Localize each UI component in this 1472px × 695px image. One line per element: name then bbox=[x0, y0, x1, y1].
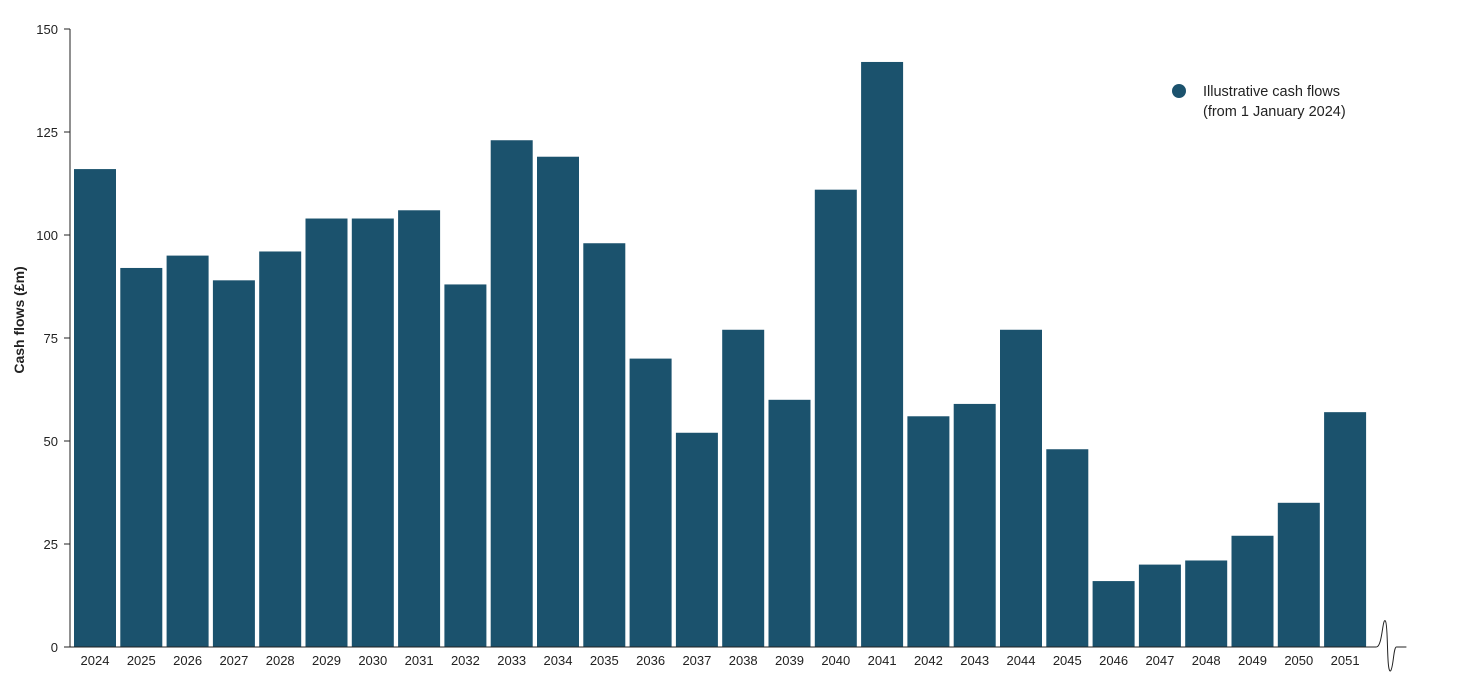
bar-2042 bbox=[907, 416, 950, 647]
x-tick-label-2039: 2039 bbox=[775, 653, 804, 668]
bar-2029 bbox=[305, 218, 348, 647]
x-tick-label-2037: 2037 bbox=[682, 653, 711, 668]
x-tick-label-2028: 2028 bbox=[266, 653, 295, 668]
x-tick-label-2031: 2031 bbox=[405, 653, 434, 668]
x-tick-label-2045: 2045 bbox=[1053, 653, 1082, 668]
x-tick-label-2042: 2042 bbox=[914, 653, 943, 668]
bar-2036 bbox=[629, 358, 672, 647]
x-tick-label-2027: 2027 bbox=[219, 653, 248, 668]
y-tick-label-75: 75 bbox=[44, 331, 58, 346]
axis-break-icon bbox=[1376, 620, 1407, 672]
y-tick-label-125: 125 bbox=[36, 125, 58, 140]
x-tick-label-2029: 2029 bbox=[312, 653, 341, 668]
x-tick-label-2040: 2040 bbox=[821, 653, 850, 668]
x-tick-label-2033: 2033 bbox=[497, 653, 526, 668]
x-tick-label-2047: 2047 bbox=[1145, 653, 1174, 668]
bar-2030 bbox=[351, 218, 394, 647]
x-tick-label-2043: 2043 bbox=[960, 653, 989, 668]
bar-2034 bbox=[537, 156, 579, 647]
x-tick-label-2041: 2041 bbox=[868, 653, 897, 668]
x-tick-label-2034: 2034 bbox=[544, 653, 573, 668]
bar-2027 bbox=[212, 280, 255, 647]
bar-2040 bbox=[814, 189, 857, 647]
x-tick-label-2050: 2050 bbox=[1284, 653, 1313, 668]
bar-2028 bbox=[259, 251, 302, 648]
x-tick-label-2030: 2030 bbox=[358, 653, 387, 668]
bar-2048 bbox=[1185, 560, 1228, 647]
bar-2047 bbox=[1138, 564, 1181, 647]
bar-2032 bbox=[444, 284, 487, 647]
x-tick-label-2035: 2035 bbox=[590, 653, 619, 668]
x-tick-label-2051: 2051 bbox=[1331, 653, 1360, 668]
y-axis-title: Cash flows (£m) bbox=[11, 266, 27, 373]
bar-2038 bbox=[722, 329, 765, 647]
y-tick-label-25: 25 bbox=[44, 537, 58, 552]
x-tick-label-2049: 2049 bbox=[1238, 653, 1267, 668]
bar-2049 bbox=[1231, 535, 1274, 647]
bar-2051 bbox=[1324, 412, 1367, 647]
bar-2043 bbox=[953, 403, 996, 647]
legend-label: Illustrative cash flows (from 1 January … bbox=[1203, 82, 1346, 122]
x-tick-label-2024: 2024 bbox=[81, 653, 110, 668]
y-tick-label-150: 150 bbox=[36, 22, 58, 37]
y-tick-label-100: 100 bbox=[36, 228, 58, 243]
x-tick-label-2048: 2048 bbox=[1192, 653, 1221, 668]
x-tick-label-2036: 2036 bbox=[636, 653, 665, 668]
bar-2024 bbox=[74, 169, 116, 647]
bar-2046 bbox=[1092, 581, 1135, 647]
bar-2050 bbox=[1277, 502, 1320, 647]
x-tick-label-2032: 2032 bbox=[451, 653, 480, 668]
legend: Illustrative cash flows (from 1 January … bbox=[1172, 82, 1346, 122]
x-tick-label-2038: 2038 bbox=[729, 653, 758, 668]
bar-2041 bbox=[861, 61, 904, 647]
x-tick-label-2044: 2044 bbox=[1007, 653, 1036, 668]
legend-label-line-2: (from 1 January 2024) bbox=[1203, 104, 1346, 120]
legend-marker bbox=[1172, 84, 1186, 98]
bar-2037 bbox=[675, 432, 718, 647]
x-tick-label-2046: 2046 bbox=[1099, 653, 1128, 668]
bar-2033 bbox=[490, 140, 533, 648]
legend-label-line-1: Illustrative cash flows bbox=[1203, 84, 1340, 100]
bar-2039 bbox=[768, 399, 811, 647]
y-tick-label-50: 50 bbox=[44, 434, 58, 449]
x-tick-label-2025: 2025 bbox=[127, 653, 156, 668]
bar-2025 bbox=[120, 267, 163, 647]
x-tick-label-2026: 2026 bbox=[173, 653, 202, 668]
bar-2031 bbox=[398, 210, 441, 647]
bar-2035 bbox=[583, 243, 626, 648]
y-tick-label-0: 0 bbox=[51, 640, 58, 655]
bar-2044 bbox=[1000, 329, 1042, 647]
bar-2026 bbox=[166, 255, 209, 647]
bar-2045 bbox=[1046, 449, 1089, 647]
